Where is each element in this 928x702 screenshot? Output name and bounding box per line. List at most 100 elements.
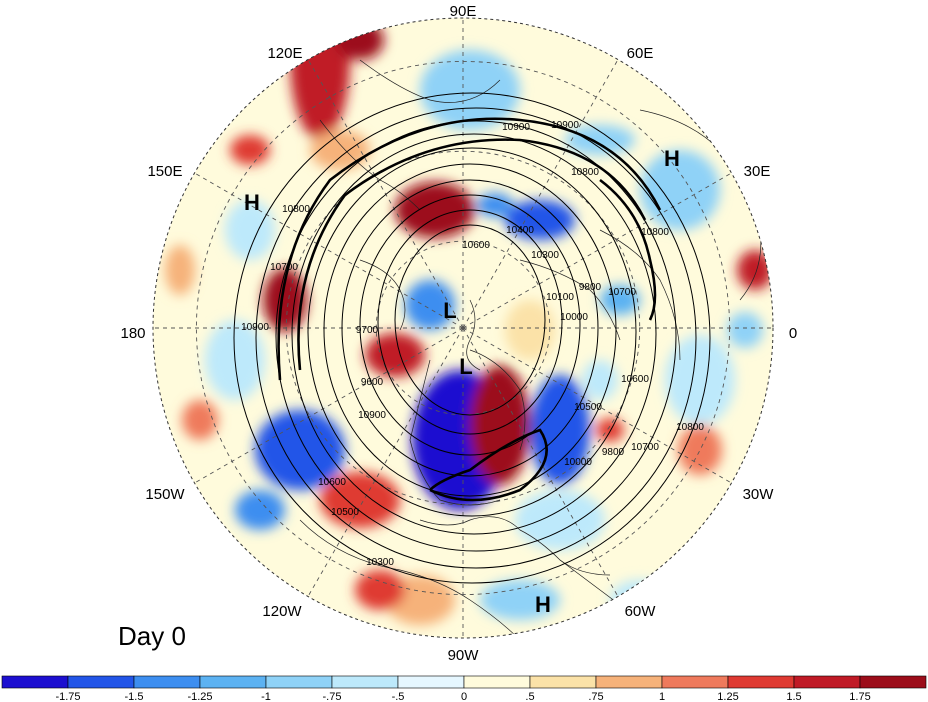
colorbar-swatch bbox=[793, 675, 861, 689]
colorbar-swatch bbox=[265, 675, 333, 689]
anomaly-patch bbox=[582, 360, 618, 400]
meridian-line bbox=[462, 59, 619, 329]
colorbar-tick-label: -1.75 bbox=[55, 691, 80, 702]
colorbar: -1.75 -1.5 -1.25 -1 -.75 -.5 0 .5 .75 1 1.25 1.5 1.7… bbox=[1, 675, 927, 702]
contour-label: 10600 bbox=[621, 374, 649, 385]
meridian-line bbox=[462, 327, 732, 484]
meridian-line bbox=[462, 172, 732, 329]
anomaly-patch bbox=[225, 200, 275, 260]
contour-label: 10800 bbox=[282, 204, 310, 215]
contour-label: 10400 bbox=[506, 225, 534, 236]
contour-label: 9600 bbox=[361, 377, 384, 388]
anomaly-patch bbox=[230, 135, 270, 165]
contour-label: 9700 bbox=[356, 325, 379, 336]
colorbar-swatch bbox=[331, 675, 399, 689]
coastline bbox=[469, 349, 526, 451]
height-contour bbox=[291, 133, 657, 535]
high-center-label: H bbox=[244, 190, 260, 215]
height-contour bbox=[394, 224, 546, 416]
contour-label: 10900 bbox=[551, 120, 579, 131]
anomaly-patch bbox=[263, 268, 307, 332]
contour-label: 10000 bbox=[564, 457, 592, 468]
colorbar-tick-label: 1.75 bbox=[849, 691, 870, 702]
anomaly-patch bbox=[565, 125, 635, 155]
anomaly-patch bbox=[477, 193, 513, 217]
contour-label: 10800 bbox=[571, 167, 599, 178]
anomaly-patch bbox=[165, 245, 195, 295]
colorbar-swatch bbox=[199, 675, 267, 689]
anomaly-patch bbox=[515, 490, 605, 550]
lon-label-90e: 90E bbox=[450, 3, 477, 20]
coastline bbox=[359, 59, 501, 103]
contour-label: 9800 bbox=[579, 282, 602, 293]
contour-label: 10900 bbox=[241, 322, 269, 333]
height-contour bbox=[275, 120, 677, 552]
contour-label: 10800 bbox=[676, 422, 704, 433]
colorbar-tick-label: 1.25 bbox=[717, 691, 738, 702]
lon-label-150w: 150W bbox=[145, 486, 185, 503]
day-label: Day 0 bbox=[118, 621, 186, 651]
anomaly-patch bbox=[365, 333, 425, 377]
lat-lon-grid bbox=[153, 18, 773, 638]
lon-label-0: 0 bbox=[789, 325, 797, 342]
lon-label-150e: 150E bbox=[147, 163, 182, 180]
colorbar-tick-label: .75 bbox=[588, 691, 603, 702]
colorbar-swatch bbox=[67, 675, 135, 689]
height-contour bbox=[377, 209, 563, 435]
colorbar-tick-label: -.5 bbox=[392, 691, 405, 702]
contour-label: 10900 bbox=[502, 122, 530, 133]
colorbar-swatch bbox=[859, 675, 927, 689]
anomaly-patch bbox=[255, 410, 345, 490]
contour-label: 10100 bbox=[546, 292, 574, 303]
meridian-line bbox=[194, 327, 464, 484]
colorbar-tick-label: 1 bbox=[659, 691, 665, 702]
pressure-center-labels: H H H L L bbox=[244, 146, 680, 617]
contour-label: 10500 bbox=[331, 507, 359, 518]
lon-label-90w: 90W bbox=[448, 647, 480, 664]
high-center-label: H bbox=[535, 592, 551, 617]
colorbar-tick-label: -.75 bbox=[323, 691, 342, 702]
contour-label: 9800 bbox=[602, 447, 625, 458]
anomaly-patch bbox=[505, 300, 555, 360]
anomaly-patch bbox=[596, 418, 624, 442]
colorbar-swatch bbox=[463, 675, 531, 689]
colorbar-swatch bbox=[661, 675, 729, 689]
coastline bbox=[359, 259, 406, 331]
contour-label: 10500 bbox=[574, 402, 602, 413]
jet-contour bbox=[297, 138, 647, 371]
lon-label-120e: 120E bbox=[267, 45, 302, 62]
colorbar-tick-label: -1.5 bbox=[125, 691, 144, 702]
contour-label: 10600 bbox=[462, 240, 490, 251]
longitude-labels: 90E 60E 30E 0 30W 60W 90W 120W 150W 180 150E 120E bbox=[120, 3, 797, 664]
colorbar-swatch bbox=[595, 675, 663, 689]
colorbar-swatch bbox=[397, 675, 465, 689]
height-contour bbox=[323, 163, 617, 497]
height-contour bbox=[307, 147, 637, 517]
colorbar-swatch bbox=[529, 675, 597, 689]
height-contour bbox=[255, 107, 697, 569]
anomaly-patch bbox=[320, 472, 400, 528]
lon-label-30w: 30W bbox=[743, 486, 775, 503]
jet-contour bbox=[599, 178, 657, 321]
map-boundary bbox=[152, 17, 774, 639]
contour-label: 10800 bbox=[641, 227, 669, 238]
coastline bbox=[466, 299, 481, 371]
height-contour bbox=[341, 179, 599, 477]
coastline bbox=[519, 259, 621, 341]
meridian-line bbox=[307, 327, 464, 597]
colorbar-tick-label: .5 bbox=[525, 691, 534, 702]
lon-label-60w: 60W bbox=[625, 603, 657, 620]
colorbar-swatch bbox=[1, 675, 69, 689]
contour-label: 10600 bbox=[318, 477, 346, 488]
anomaly-patch bbox=[336, 20, 384, 60]
anomaly-patch bbox=[235, 490, 285, 530]
lon-label-60e: 60E bbox=[627, 45, 654, 62]
anomaly-patch bbox=[480, 580, 560, 620]
colorbar-tick-label: -1.25 bbox=[187, 691, 212, 702]
contour-label: 10900 bbox=[358, 410, 386, 421]
jet-contour bbox=[429, 428, 548, 502]
lon-label-30e: 30E bbox=[744, 163, 771, 180]
coastline bbox=[599, 229, 681, 361]
contour-label: 10000 bbox=[560, 312, 588, 323]
